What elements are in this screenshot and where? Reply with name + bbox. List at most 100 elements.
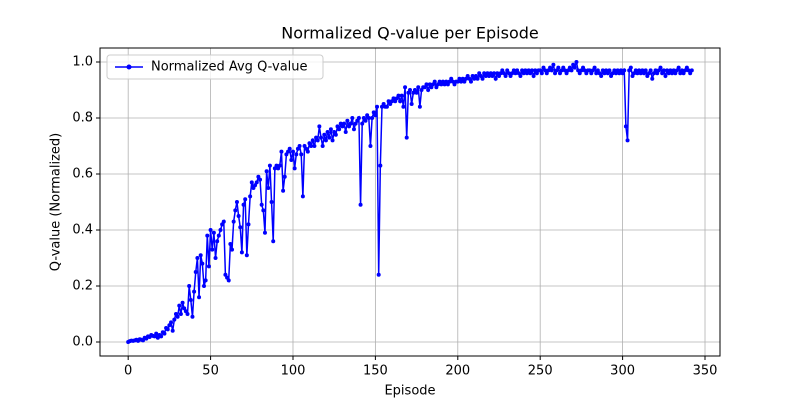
data-point — [208, 228, 213, 232]
data-point — [320, 144, 325, 148]
x-tick-label: 200 — [445, 364, 470, 379]
data-point — [599, 74, 604, 78]
x-axis-label: Episode — [384, 384, 435, 399]
data-point — [287, 146, 292, 151]
data-point — [689, 68, 694, 73]
legend: Normalized Avg Q-value — [106, 54, 324, 80]
data-point — [343, 130, 348, 134]
data-point — [271, 239, 276, 244]
data-point — [549, 68, 554, 73]
data-point — [315, 138, 320, 143]
data-point — [312, 144, 317, 148]
x-tick-label: 150 — [363, 364, 388, 379]
data-point — [177, 303, 182, 308]
data-point — [384, 104, 389, 109]
data-point — [234, 200, 239, 204]
data-point — [650, 76, 655, 81]
x-tick-label: 250 — [528, 364, 553, 379]
data-point — [175, 314, 180, 319]
data-point — [165, 327, 170, 332]
data-point — [170, 328, 175, 333]
data-point — [432, 79, 437, 84]
y-tick-label: 0.0 — [72, 335, 93, 350]
data-point — [317, 124, 322, 129]
data-point — [569, 68, 574, 73]
data-point — [417, 104, 422, 109]
data-point — [239, 250, 244, 255]
data-point — [409, 102, 414, 106]
legend-label: Normalized Avg Q-value — [151, 60, 308, 75]
data-point — [345, 118, 350, 123]
data-point — [623, 124, 628, 129]
data-point — [348, 121, 353, 126]
data-point — [408, 88, 412, 92]
data-point — [574, 60, 579, 64]
data-point — [503, 74, 508, 78]
y-axis-label: Q-value (Normalized) — [49, 133, 64, 271]
data-point — [154, 331, 159, 336]
data-point — [277, 163, 282, 168]
y-tick-label: 0.2 — [72, 279, 93, 294]
data-point — [360, 121, 365, 126]
data-point — [661, 68, 666, 73]
y-tick-label: 1.0 — [72, 55, 93, 70]
data-point — [310, 138, 315, 143]
data-point — [414, 90, 419, 95]
data-point — [206, 264, 211, 269]
data-point — [254, 180, 259, 185]
data-point — [480, 76, 485, 81]
data-point — [185, 312, 190, 316]
data-point — [221, 219, 226, 224]
data-point — [205, 233, 210, 238]
legend-marker — [126, 64, 132, 70]
data-point — [262, 230, 267, 235]
data-point — [375, 104, 380, 109]
data-point — [556, 65, 561, 70]
data-point — [628, 65, 633, 70]
data-point — [658, 65, 663, 70]
data-point — [643, 68, 648, 73]
data-point — [330, 138, 335, 143]
data-point — [228, 242, 233, 246]
data-point — [258, 177, 263, 182]
data-point — [246, 222, 251, 227]
data-point — [226, 278, 231, 283]
plot-frame — [99, 47, 721, 357]
data-point — [178, 312, 183, 316]
data-point — [328, 127, 333, 132]
data-point — [162, 331, 167, 336]
x-tick-label: 350 — [693, 364, 718, 379]
data-point — [236, 214, 241, 218]
data-point — [493, 76, 498, 81]
data-point — [622, 68, 627, 73]
data-point — [350, 116, 355, 120]
data-point — [368, 144, 373, 148]
x-tick-label: 300 — [610, 364, 635, 379]
data-point — [281, 188, 286, 193]
data-point — [230, 247, 235, 252]
data-point — [529, 68, 534, 73]
data-point — [366, 116, 371, 120]
data-point — [625, 138, 630, 143]
data-point — [259, 202, 264, 207]
data-point — [269, 200, 274, 204]
data-point — [607, 68, 612, 73]
data-point — [416, 85, 421, 90]
data-point — [323, 138, 328, 143]
data-point — [325, 130, 330, 134]
data-point — [211, 230, 216, 235]
data-point — [396, 93, 401, 98]
data-point — [238, 225, 243, 230]
data-point — [261, 208, 266, 213]
y-tick-label: 0.4 — [72, 223, 93, 238]
data-point — [333, 132, 338, 137]
data-point — [309, 144, 314, 148]
data-point — [401, 104, 406, 109]
legend-box — [106, 54, 324, 80]
data-point — [305, 149, 310, 154]
data-point — [370, 116, 375, 120]
data-point — [244, 253, 249, 258]
data-point — [216, 233, 221, 238]
data-point — [297, 144, 302, 148]
data-point — [337, 127, 342, 132]
